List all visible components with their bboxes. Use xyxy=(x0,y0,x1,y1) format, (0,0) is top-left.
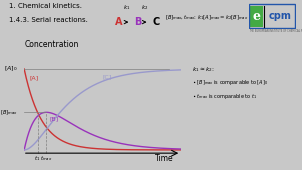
Text: $k_2$: $k_2$ xyxy=(141,3,148,12)
Text: $\bullet$ $[B]_{max}$ is comparable to $[A]_0$: $\bullet$ $[B]_{max}$ is comparable to $… xyxy=(192,78,268,87)
Text: A: A xyxy=(115,17,122,27)
Text: $t_{max}$: $t_{max}$ xyxy=(40,154,53,163)
Text: $k_1 \approx k_2$:: $k_1 \approx k_2$: xyxy=(192,65,215,73)
Text: $[B]_{max}, t_{max}$: $k_1[A]_{max} = k_2[B]_{max}$: $[B]_{max}, t_{max}$: $k_1[A]_{max} = k_… xyxy=(165,14,248,22)
Text: $k_1$: $k_1$ xyxy=(123,3,130,12)
Text: B: B xyxy=(134,17,142,27)
Text: [C]: [C] xyxy=(103,74,112,79)
FancyBboxPatch shape xyxy=(250,6,263,27)
Text: $[B]_{max}$: $[B]_{max}$ xyxy=(0,108,18,117)
Text: Concentration: Concentration xyxy=(24,40,79,49)
Text: $\bullet$ $t_{max}$ is comparable to $t_1$: $\bullet$ $t_{max}$ is comparable to $t_… xyxy=(192,92,257,101)
Text: $[A]_0$: $[A]_0$ xyxy=(4,65,18,73)
Text: THE EUROPEAN INSTITUTE OF CHEMICAL PROCESSING: THE EUROPEAN INSTITUTE OF CHEMICAL PROCE… xyxy=(249,29,302,33)
Text: 1.4.3. Serial reactions.: 1.4.3. Serial reactions. xyxy=(9,17,88,23)
Text: [B]: [B] xyxy=(50,116,59,121)
Text: $t_1$: $t_1$ xyxy=(34,154,41,163)
Text: 1. Chemical kinetics.: 1. Chemical kinetics. xyxy=(9,3,82,9)
Text: Time: Time xyxy=(155,154,174,163)
Text: [A]: [A] xyxy=(29,76,39,81)
Text: cpm: cpm xyxy=(268,11,291,21)
Text: C: C xyxy=(153,17,160,27)
Text: e: e xyxy=(252,10,260,23)
